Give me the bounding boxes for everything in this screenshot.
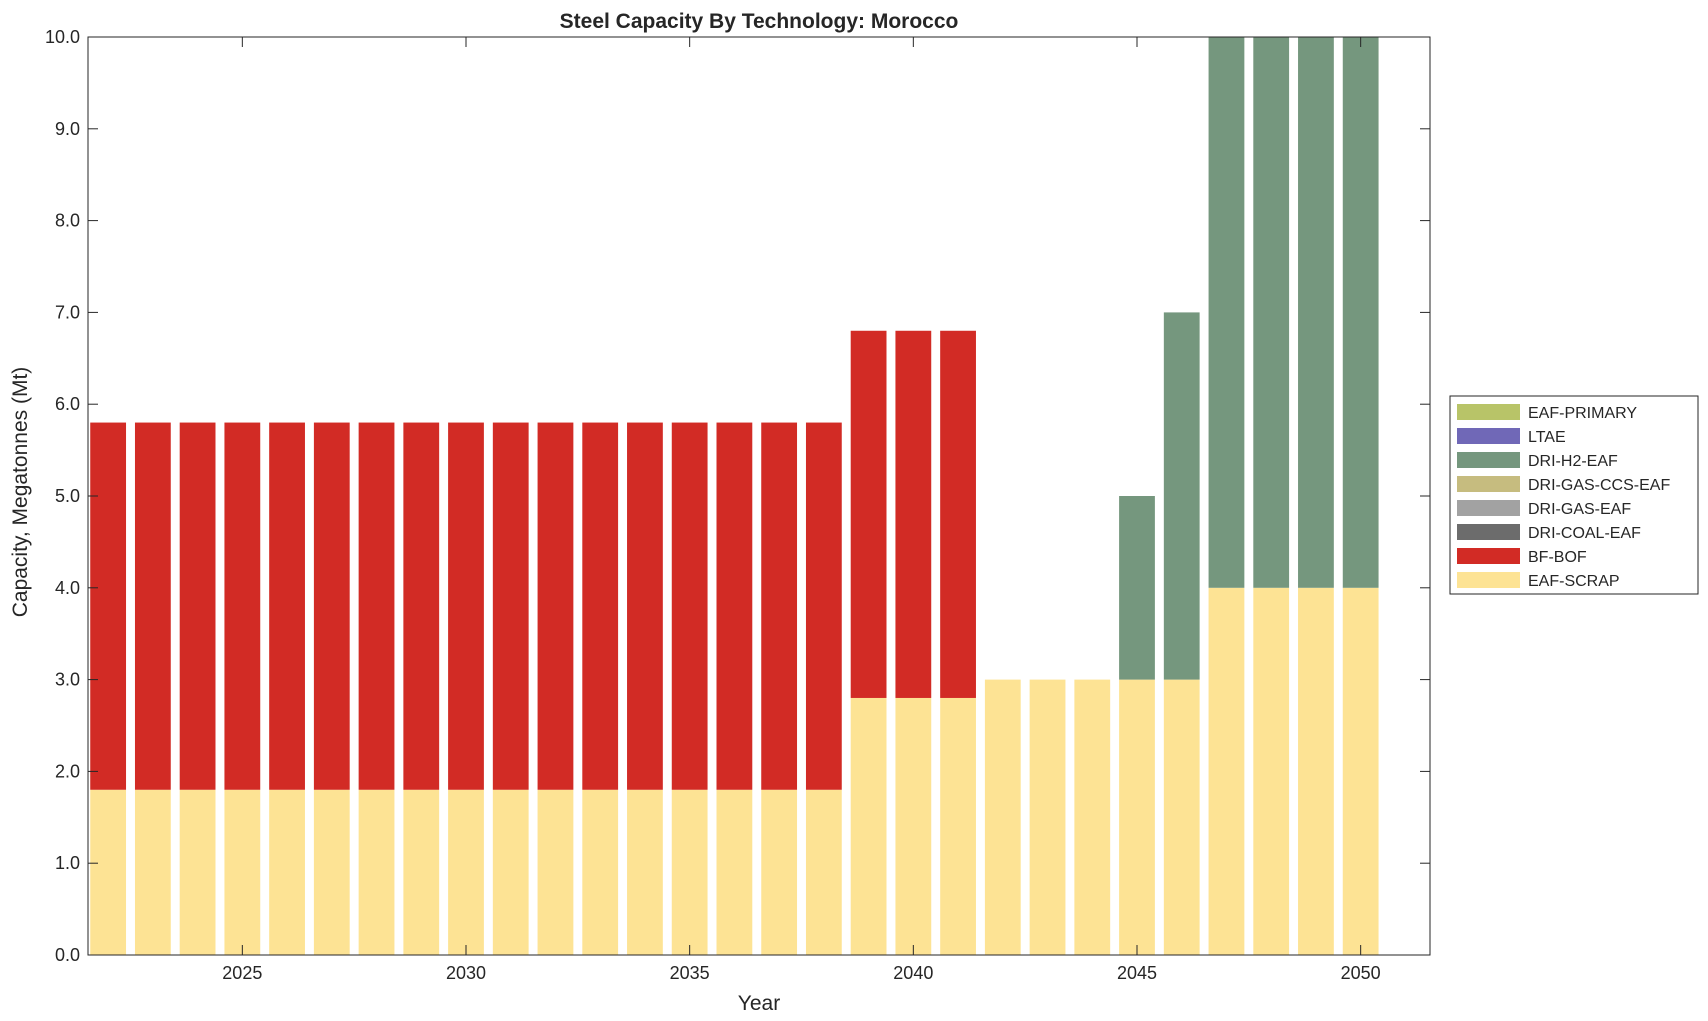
bar-eaf-scrap-2039 (850, 697, 887, 955)
x-tick-label: 2025 (222, 963, 262, 983)
bar-bf-bof-2025 (224, 422, 261, 790)
legend-label-dri-coal-eaf: DRI-COAL-EAF (1528, 525, 1641, 542)
bar-eaf-scrap-2025 (224, 789, 261, 955)
y-axis-label: Capacity, Megatonnes (Mt) (9, 367, 32, 618)
legend-swatch-eaf-scrap (1457, 572, 1520, 588)
axes-layer: 0.0 1.0 2.0 3.0 4.0 5.0 6.0 7.0 8.0 9.0 10.0 2025 20… (45, 27, 1431, 983)
y-tick-label: 5.0 (55, 486, 80, 506)
legend-swatch-dri-gas-eaf (1457, 500, 1520, 516)
bar-dri-h2-eaf-2046 (1163, 312, 1200, 680)
bar-eaf-scrap-2029 (403, 789, 440, 955)
legend-swatch-dri-h2-eaf (1457, 452, 1520, 468)
y-tick-label: 6.0 (55, 394, 80, 414)
bar-bf-bof-2037 (761, 422, 798, 790)
x-tick-label: 2040 (893, 963, 933, 983)
bar-eaf-scrap-2038 (805, 789, 842, 955)
legend-swatch-ltae (1457, 428, 1520, 444)
y-tick-label: 8.0 (55, 211, 80, 231)
bar-bf-bof-2039 (850, 330, 887, 698)
legend-label-bf-bof: BF-BOF (1528, 549, 1587, 566)
bar-eaf-scrap-2040 (895, 697, 932, 955)
x-tick-label: 2045 (1117, 963, 1157, 983)
bar-eaf-scrap-2034 (627, 789, 663, 955)
legend-label-eaf-primary: EAF-PRIMARY (1528, 405, 1637, 422)
bar-bf-bof-2033 (582, 422, 619, 790)
legend-swatch-dri-coal-eaf (1457, 524, 1520, 540)
bar-eaf-scrap-2032 (537, 789, 574, 955)
bar-eaf-scrap-2042 (984, 679, 1021, 955)
bar-bf-bof-2041 (940, 330, 976, 698)
bar-eaf-scrap-2024 (179, 789, 216, 955)
bar-bf-bof-2034 (627, 422, 663, 790)
bar-eaf-scrap-2023 (134, 789, 171, 955)
bar-eaf-scrap-2043 (1029, 679, 1066, 955)
bar-dri-h2-eaf-2049 (1298, 37, 1334, 588)
bar-eaf-scrap-2028 (358, 789, 395, 955)
y-tick-label: 0.0 (55, 945, 80, 965)
legend-label-eaf-scrap: EAF-SCRAP (1528, 573, 1620, 590)
legend-label-dri-gas-ccs-eaf: DRI-GAS-CCS-EAF (1528, 477, 1670, 494)
bar-eaf-scrap-2050 (1342, 587, 1379, 955)
bar-eaf-scrap-2045 (1119, 679, 1155, 955)
x-axis-label: Year (738, 992, 780, 1015)
bar-bf-bof-2036 (716, 422, 753, 790)
bar-eaf-scrap-2031 (492, 789, 529, 955)
y-tick-label: 4.0 (55, 578, 80, 598)
bar-dri-h2-eaf-2047 (1208, 37, 1245, 588)
legend-label-dri-h2-eaf: DRI-H2-EAF (1528, 453, 1618, 470)
bar-eaf-scrap-2041 (940, 697, 976, 955)
bar-eaf-scrap-2047 (1208, 587, 1245, 955)
legend-swatch-bf-bof (1457, 548, 1520, 564)
y-tick-label: 7.0 (55, 302, 80, 322)
x-tick-label: 2035 (670, 963, 710, 983)
bar-bf-bof-2032 (537, 422, 574, 790)
bar-bf-bof-2024 (179, 422, 216, 790)
bar-bf-bof-2023 (134, 422, 171, 790)
bar-bf-bof-2031 (492, 422, 529, 790)
bar-dri-h2-eaf-2045 (1119, 496, 1155, 680)
bar-eaf-scrap-2027 (313, 789, 350, 955)
bar-eaf-scrap-2037 (761, 789, 798, 955)
bar-eaf-scrap-2048 (1253, 587, 1290, 955)
bar-eaf-scrap-2030 (448, 789, 484, 955)
legend-swatch-dri-gas-ccs-eaf (1457, 476, 1520, 492)
bar-eaf-scrap-2049 (1298, 587, 1334, 955)
bar-eaf-scrap-2036 (716, 789, 753, 955)
y-tick-label: 10.0 (45, 27, 80, 47)
legend: EAF-PRIMARY LTAE DRI-H2-EAF DRI-GAS-CCS-EAF… (1449, 395, 1699, 595)
x-tick-label: 2050 (1341, 963, 1381, 983)
bar-bf-bof-2026 (269, 422, 305, 790)
legend-label-ltae: LTAE (1528, 429, 1566, 446)
bar-eaf-scrap-2046 (1163, 679, 1200, 955)
bar-bf-bof-2030 (448, 422, 484, 790)
x-tick-label: 2030 (446, 963, 486, 983)
y-tick-label: 1.0 (55, 853, 80, 873)
bar-bf-bof-2040 (895, 330, 932, 698)
bar-eaf-scrap-2033 (582, 789, 619, 955)
y-tick-label: 2.0 (55, 761, 80, 781)
bar-eaf-scrap-2044 (1074, 679, 1111, 955)
bar-bf-bof-2022 (90, 422, 127, 790)
y-tick-label: 9.0 (55, 119, 80, 139)
chart-title: Steel Capacity By Technology: Morocco (560, 10, 959, 33)
bar-eaf-scrap-2035 (671, 789, 708, 955)
legend-swatch-eaf-primary (1457, 404, 1520, 420)
bar-dri-h2-eaf-2050 (1342, 37, 1379, 588)
bars-layer (90, 37, 1379, 955)
bar-dri-h2-eaf-2048 (1253, 37, 1290, 588)
y-tick-label: 3.0 (55, 670, 80, 690)
bar-eaf-scrap-2022 (90, 789, 127, 955)
bar-eaf-scrap-2026 (269, 789, 305, 955)
bar-bf-bof-2038 (805, 422, 842, 790)
bar-bf-bof-2028 (358, 422, 395, 790)
bar-bf-bof-2027 (313, 422, 350, 790)
bar-bf-bof-2029 (403, 422, 440, 790)
legend-label-dri-gas-eaf: DRI-GAS-EAF (1528, 501, 1631, 518)
bar-bf-bof-2035 (671, 422, 708, 790)
